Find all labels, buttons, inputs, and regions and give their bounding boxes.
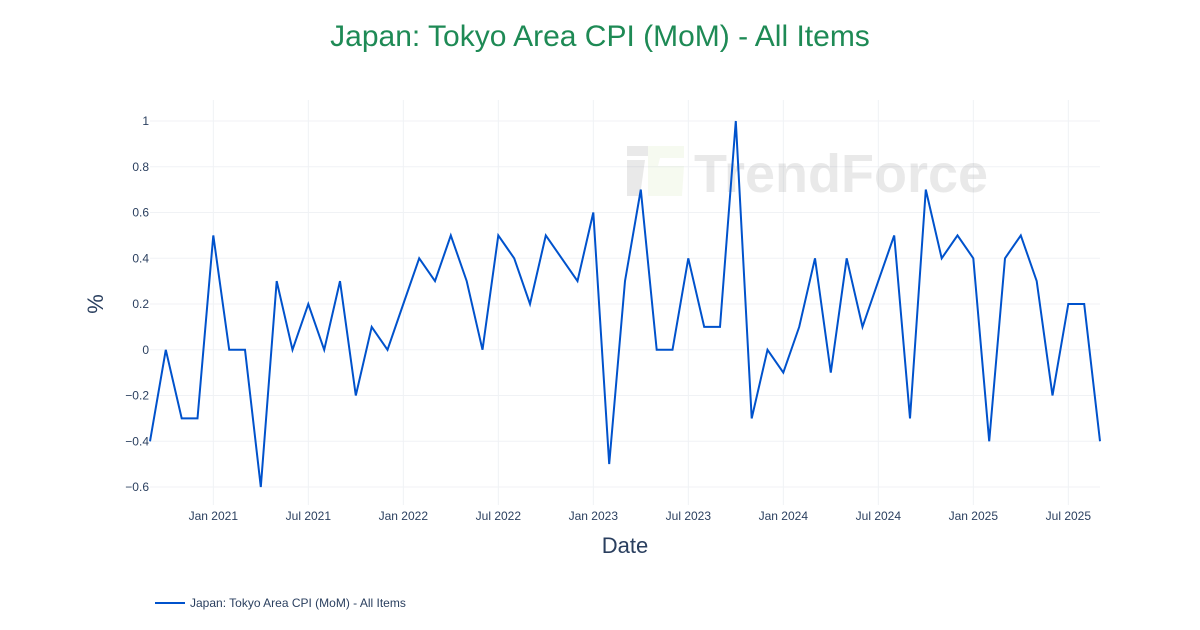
x-tick-label: Jan 2022 [379,509,429,523]
x-tick-label: Jan 2021 [189,509,239,523]
y-tick-label: −0.6 [125,480,149,494]
legend-line-icon [155,602,185,604]
x-tick-label: Jul 2024 [856,509,902,523]
series-line [149,120,1101,488]
y-tick-label: 0.6 [132,206,149,220]
watermark: TrendForce [627,144,988,204]
y-tick-label: 1 [142,114,149,128]
x-tick-label: Jan 2025 [949,509,999,523]
x-tick-label: Jul 2025 [1046,509,1092,523]
y-tick-label: 0.2 [132,297,149,311]
svg-text:TrendForce: TrendForce [694,144,988,204]
legend-label: Japan: Tokyo Area CPI (MoM) - All Items [190,596,406,610]
x-axis-ticks: Jan 2021 Jul 2021 Jan 2022 Jul 2022 Jan 2023… [189,509,1092,523]
x-tick-label: Jul 2023 [666,509,712,523]
y-axis-title: % [83,294,108,314]
x-tick-label: Jan 2024 [759,509,809,523]
y-tick-label: −0.2 [125,389,149,403]
y-tick-label: 0.8 [132,160,149,174]
chart-title: Japan: Tokyo Area CPI (MoM) - All Items [330,20,870,53]
y-axis-ticks: 1 0.8 0.6 0.4 0.2 0 −0.2 −0.4 −0.6 [125,114,149,494]
y-tick-label: 0 [142,343,149,357]
x-axis-title: Date [602,533,648,558]
y-tick-label: −0.4 [125,434,149,448]
legend[interactable]: Japan: Tokyo Area CPI (MoM) - All Items [155,596,406,610]
y-tick-label: 0.4 [132,251,149,265]
x-tick-label: Jan 2023 [569,509,619,523]
x-tick-label: Jul 2021 [286,509,332,523]
x-tick-label: Jul 2022 [476,509,522,523]
